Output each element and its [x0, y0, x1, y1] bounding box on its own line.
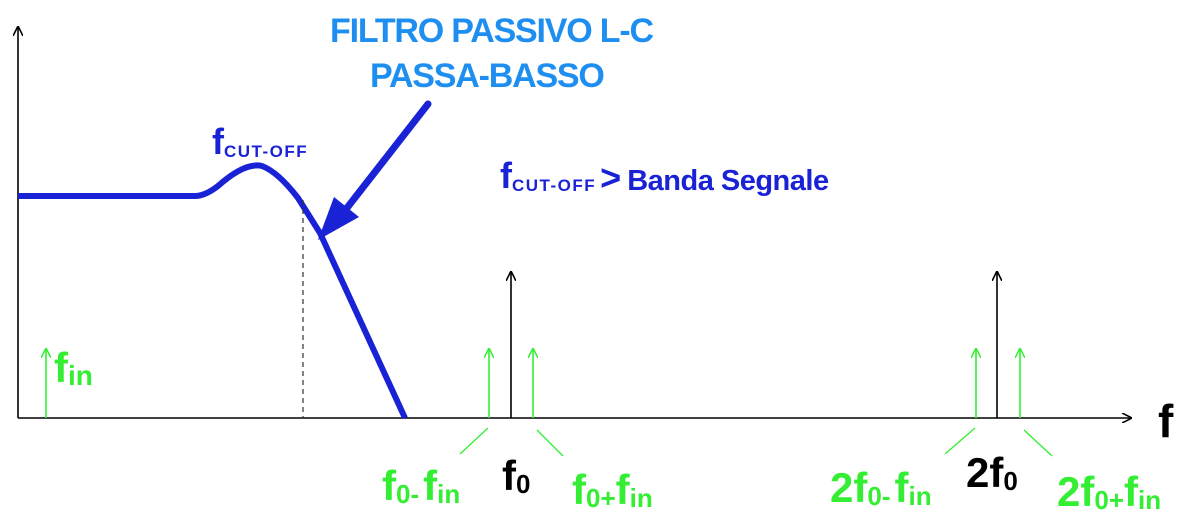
- label-f0-minus-fin: f0-fin: [382, 462, 460, 509]
- filter-response-curve: [18, 162, 408, 420]
- condition-label: fCUT-OFF > Banda Segnale: [500, 155, 829, 198]
- label-2f0-plus-fin: 2f0+fin: [1057, 468, 1161, 515]
- title-line-2: PASSA-BASSO: [370, 57, 604, 95]
- signal-fin-label: fin: [54, 344, 93, 391]
- label-2f0-minus-fin: 2f0-fin: [830, 464, 932, 511]
- leader-f0-plus: [536, 429, 564, 457]
- cutoff-label: fCUT-OFF: [212, 121, 308, 162]
- x-axis-label: f: [1158, 395, 1174, 447]
- leader-2f0-minus: [944, 427, 976, 455]
- title-line-1: FILTRO PASSIVO L-C: [330, 12, 653, 50]
- label-f0-plus-fin: f0+fin: [572, 466, 653, 513]
- label-f0: f0: [502, 452, 530, 499]
- leader-2f0-plus: [1023, 429, 1053, 457]
- leader-f0-minus: [459, 427, 489, 455]
- label-2f0: 2f0: [966, 449, 1018, 496]
- pointer-arrow: [318, 100, 432, 240]
